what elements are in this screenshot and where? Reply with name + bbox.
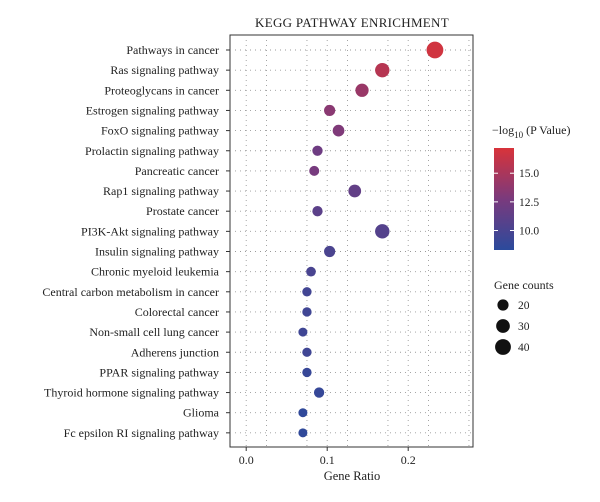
data-point (312, 145, 323, 156)
size-legend-items: 20 30 40 (495, 299, 530, 355)
category-label: Pathways in cancer (126, 43, 219, 57)
category-label: Adherens junction (131, 345, 219, 359)
category-label: Estrogen signaling pathway (86, 103, 219, 117)
category-label: PI3K-Akt signaling pathway (81, 224, 219, 238)
size-legend-dot (496, 319, 510, 333)
data-point (426, 41, 444, 59)
data-point (302, 347, 312, 357)
category-label: Non-small cell lung cancer (89, 325, 219, 339)
category-labels: Pathways in cancer Ras signaling pathway P… (42, 43, 230, 440)
category-label: Prostate cancer (146, 204, 219, 218)
data-point (298, 428, 308, 438)
color-legend-title: −log10 (P Value) (492, 123, 570, 140)
data-point (302, 367, 312, 378)
category-label: Rap1 signaling pathway (103, 184, 219, 198)
data-point (309, 165, 320, 176)
data-point (302, 287, 312, 297)
data-point (324, 245, 336, 258)
color-legend: −log10 (P Value) 15.0 12.5 10.0 (492, 123, 570, 250)
size-legend: Gene counts 20 30 40 (494, 278, 554, 355)
color-bar-tick-label: 10.0 (519, 226, 539, 238)
data-point (375, 224, 390, 239)
category-label: Pancreatic cancer (135, 164, 219, 178)
chart-title: KEGG PATHWAY ENRICHMENT (255, 15, 449, 30)
size-legend-label: 40 (518, 342, 530, 354)
legend-title-prefix: −log (492, 123, 514, 137)
data-point (324, 104, 336, 117)
data-point (312, 206, 323, 217)
legend-title-suffix: (P Value) (523, 123, 570, 137)
size-legend-label: 20 (518, 300, 530, 312)
color-bar (494, 148, 514, 250)
data-point (355, 83, 369, 97)
x-tick-label: 0.2 (401, 453, 416, 467)
category-label: PPAR signaling pathway (99, 365, 219, 379)
data-point (298, 408, 308, 418)
x-axis-title: Gene Ratio (324, 469, 381, 483)
grid-lines (230, 35, 473, 447)
category-label: Glioma (183, 406, 220, 420)
data-points (298, 41, 444, 438)
x-tick-label: 0.1 (320, 453, 335, 467)
size-legend-label: 30 (518, 321, 530, 333)
size-legend-dot (497, 299, 509, 311)
category-label: Chronic myeloid leukemia (91, 265, 220, 279)
x-tick-label: 0.0 (239, 453, 254, 467)
data-point (302, 307, 312, 317)
size-legend-dot (495, 339, 511, 355)
color-bar-ticks: 15.0 12.5 10.0 (494, 168, 539, 238)
color-bar-tick-label: 12.5 (519, 197, 539, 209)
data-point (348, 184, 362, 198)
data-point (306, 266, 316, 277)
data-point (298, 327, 308, 337)
data-point (375, 62, 390, 78)
plot-panel (229, 34, 474, 448)
category-label: Ras signaling pathway (110, 63, 219, 77)
size-legend-title: Gene counts (494, 278, 554, 292)
color-bar-tick-label: 15.0 (519, 168, 539, 180)
category-label: Central carbon metabolism in cancer (42, 285, 219, 299)
data-point (313, 387, 325, 398)
data-point (332, 124, 345, 137)
category-label: Prolactin signaling pathway (85, 144, 219, 158)
category-label: FoxO signaling pathway (101, 124, 219, 138)
category-label: Colorectal cancer (135, 305, 219, 319)
category-label: Fc epsilon RI signaling pathway (64, 426, 219, 440)
x-axis-ticks: 0.0 0.1 0.2 (239, 447, 416, 467)
category-label: Proteoglycans in cancer (104, 83, 219, 97)
category-label: Thyroid hormone signaling pathway (44, 386, 219, 400)
category-label: Insulin signaling pathway (95, 245, 219, 259)
legend-title-subscript: 10 (514, 130, 524, 140)
